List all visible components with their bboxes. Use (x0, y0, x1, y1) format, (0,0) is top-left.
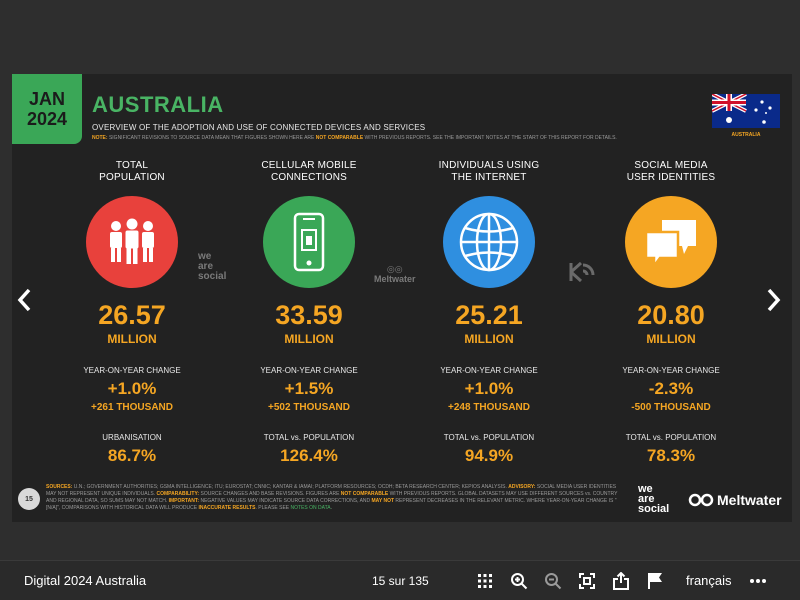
kepios-logo-icon (569, 261, 595, 283)
metric-value: 25.21 (455, 300, 523, 330)
we-are-social-logo: we are social (638, 483, 670, 515)
share-icon (613, 571, 629, 590)
extra-value: 86.7% (107, 446, 157, 465)
grid-icon (478, 573, 492, 588)
metric-unit: MILLION (284, 332, 334, 346)
slide-subtitle: OVERVIEW OF THE ADOPTION AND USE OF CONN… (92, 123, 426, 132)
meltwater-logo-faint-text: Meltwater (374, 274, 416, 284)
metric-heading: TOTAL POPULATION (57, 160, 207, 186)
metric-unit: MILLION (107, 332, 157, 346)
extra-value: 126.4% (280, 446, 338, 465)
change-absolute: +248 THOUSAND (448, 402, 530, 413)
meltwater-mark-icon (688, 493, 714, 507)
change-percent: +1.5% (284, 379, 334, 398)
extra-value: 94.9% (464, 446, 514, 465)
metric-heading-line1: SOCIAL MEDIA (634, 160, 708, 171)
extra-label: URBANISATION (102, 433, 162, 442)
metric-unit: MILLION (646, 332, 696, 346)
change-percent: +1.0% (464, 379, 514, 398)
change-absolute: +502 THOUSAND (268, 402, 350, 413)
document-title: Digital 2024 Australia (24, 573, 147, 588)
metric-heading-line1: TOTAL (115, 160, 149, 171)
date-year: 2024 (26, 109, 68, 129)
extra-label: TOTAL vs. POPULATION (443, 433, 535, 442)
change-label: YEAR-ON-YEAR CHANGE (260, 366, 358, 375)
change-percent: +1.0% (107, 379, 157, 398)
fullscreen-icon (579, 572, 595, 589)
extra-value: 78.3% (646, 446, 696, 465)
metric-heading: SOCIAL MEDIA USER IDENTITIES (596, 160, 746, 186)
metric-social-media: SOCIAL MEDIA USER IDENTITIES 20.80 MILLI… (596, 160, 746, 466)
metric-value: 33.59 (275, 300, 343, 330)
meltwater-logo-faint: ◎◎ Meltwater (374, 264, 416, 284)
zoom-out-button[interactable] (541, 569, 565, 593)
zoom-in-button[interactable] (507, 569, 531, 593)
speech-bubbles-icon (625, 196, 717, 288)
we-are-social-logo-faint: we are social (198, 251, 227, 282)
meltwater-logo-text: Meltwater (717, 492, 782, 508)
note-text-1: SIGNIFICANT REVISIONS TO SOURCE DATA MEA… (107, 135, 316, 141)
date-badge: JAN 2024 (12, 74, 82, 144)
note-highlight: NOT COMPARABLE (315, 135, 364, 141)
extra-label: TOTAL vs. POPULATION (625, 433, 717, 442)
fullscreen-button[interactable] (575, 569, 599, 593)
report-flag-button[interactable] (643, 569, 667, 593)
more-horizontal-icon (750, 578, 766, 583)
metric-heading: INDIVIDUALS USING THE INTERNET (414, 160, 564, 186)
metric-internet-users: INDIVIDUALS USING THE INTERNET 25.21 MIL… (414, 160, 564, 466)
metric-heading-line2: POPULATION (99, 172, 165, 183)
more-options-button[interactable] (746, 569, 770, 593)
metric-value: 20.80 (637, 300, 705, 330)
language-selector[interactable]: français (686, 573, 732, 588)
change-label: YEAR-ON-YEAR CHANGE (622, 366, 720, 375)
zoom-in-icon (511, 572, 528, 589)
metric-heading-line2: USER IDENTITIES (626, 172, 716, 183)
metric-value: 26.57 (98, 300, 166, 330)
metric-heading-line1: CELLULAR MOBILE (261, 160, 357, 171)
change-absolute: -500 THOUSAND (631, 402, 711, 413)
metric-heading-line1: INDIVIDUALS USING (438, 160, 540, 171)
globe-icon (443, 196, 535, 288)
note-text-2: WITH PREVIOUS REPORTS. SEE THE IMPORTANT… (363, 135, 617, 141)
flag-icon (648, 572, 662, 589)
next-slide-button[interactable] (762, 288, 786, 312)
extra-label: TOTAL vs. POPULATION (263, 433, 355, 442)
metric-heading-line2: CONNECTIONS (270, 172, 348, 183)
meltwater-logo: Meltwater (688, 492, 782, 508)
change-label: YEAR-ON-YEAR CHANGE (83, 366, 181, 375)
chevron-left-icon (17, 288, 31, 312)
metric-cellular-connections: CELLULAR MOBILE CONNECTIONS 33.59 MILLIO… (234, 160, 384, 466)
previous-slide-button[interactable] (12, 288, 36, 312)
metric-heading-line2: THE INTERNET (451, 172, 527, 183)
people-icon (86, 196, 178, 288)
slide-title: AUSTRALIA (92, 92, 224, 117)
note-prefix: NOTE: (92, 135, 108, 141)
viewer-toolbar: Digital 2024 Australia 15 sur 135 frança… (0, 560, 800, 600)
metric-unit: MILLION (464, 332, 514, 346)
date-month: JAN (28, 89, 65, 109)
grid-view-button[interactable] (473, 569, 497, 593)
slide-note: NOTE: SIGNIFICANT REVISIONS TO SOURCE DA… (92, 135, 617, 141)
page-indicator: 15 sur 135 (372, 573, 429, 588)
meltwater-mark-icon: ◎◎ (386, 264, 403, 274)
slide: JAN 2024 AUSTRALIA OVERVIEW OF THE ADOPT… (12, 74, 792, 522)
share-button[interactable] (609, 569, 633, 593)
mobile-phone-icon (263, 196, 355, 288)
metric-total-population: TOTAL POPULATION 26.57 MILLION YEAR-ON-Y… (57, 160, 207, 466)
metric-heading: CELLULAR MOBILE CONNECTIONS (234, 160, 384, 186)
change-label: YEAR-ON-YEAR CHANGE (440, 366, 538, 375)
change-absolute: +261 THOUSAND (91, 402, 173, 413)
zoom-out-icon (545, 572, 562, 589)
chevron-right-icon (767, 288, 781, 312)
sources-text: SOURCES: U.N.; GOVERNMENT AUTHORITIES; G… (46, 484, 618, 511)
slide-page-number: 15 (18, 488, 40, 510)
flag-label: AUSTRALIA (731, 132, 761, 138)
change-percent: -2.3% (648, 379, 694, 398)
australia-flag-icon (712, 94, 780, 128)
